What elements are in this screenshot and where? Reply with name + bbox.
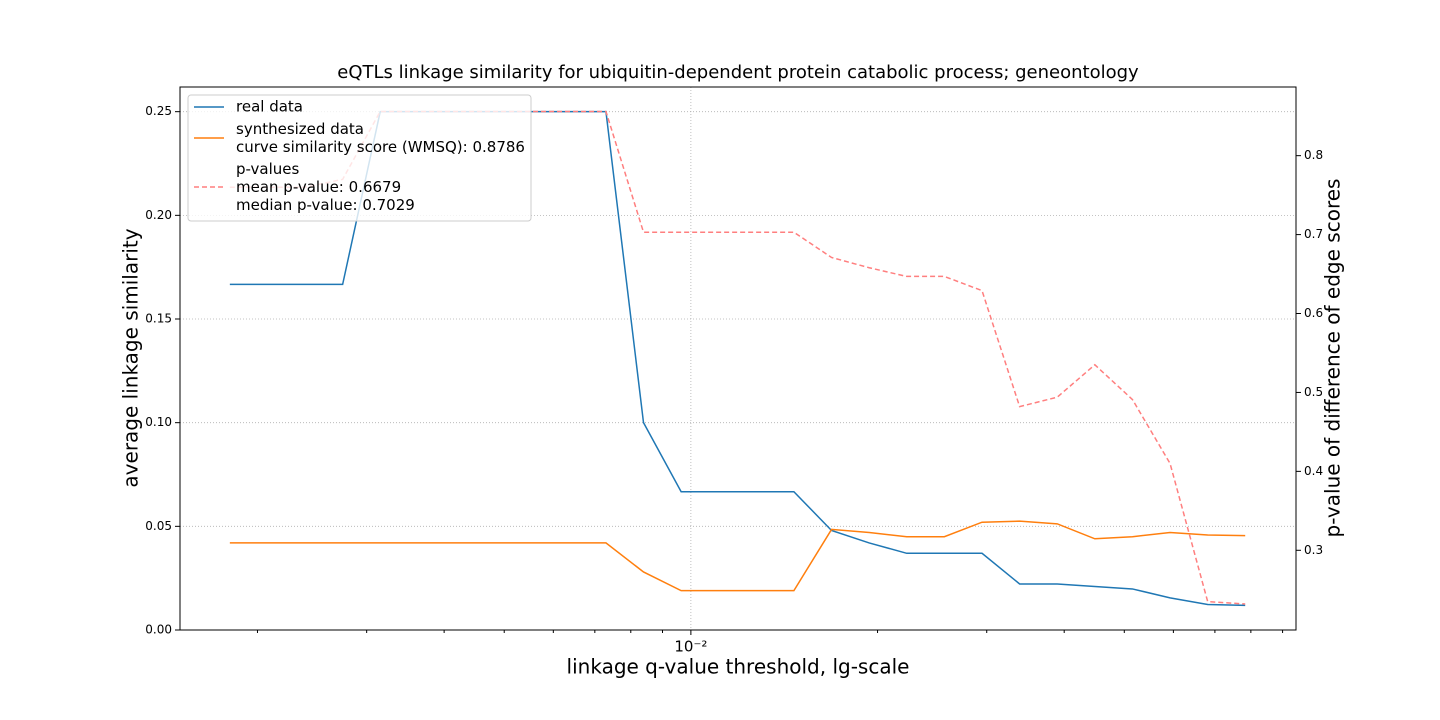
legend-box: [187, 94, 532, 222]
legend-label: p-values mean p-value: 0.6679 median p-val…: [236, 160, 415, 214]
y-tick-label: 0.00: [145, 623, 172, 637]
x-tick-label: 10⁻²: [674, 638, 707, 656]
series-line: [229, 520, 1246, 592]
chart-title: eQTLs linkage similarity for ubiquitin-d…: [337, 62, 1139, 83]
y-tick-label: 0.10: [145, 415, 172, 429]
y2-tick-label: 0.3: [1304, 543, 1323, 557]
legend-label: synthesized data curve similarity score (…: [236, 120, 525, 156]
y2-tick-label: 0.4: [1304, 464, 1323, 478]
axes-frame: [179, 86, 1297, 631]
y-tick-label: 0.25: [145, 104, 172, 118]
y2-axis-label: p-value of difference of edge scores: [1321, 179, 1345, 538]
y2-tick-label: 0.5: [1304, 385, 1323, 399]
y2-tick-label: 0.6: [1304, 306, 1323, 320]
y-tick-label: 0.05: [145, 519, 172, 533]
y2-tick-label: 0.7: [1304, 227, 1323, 241]
legend-label: real data: [236, 98, 303, 116]
x-axis-label: linkage q-value threshold, lg-scale: [567, 655, 910, 679]
y-tick-label: 0.20: [145, 208, 172, 222]
y-tick-label: 0.15: [145, 312, 172, 326]
y2-tick-label: 0.8: [1304, 148, 1323, 162]
y-axis-label: average linkage similarity: [119, 228, 143, 487]
